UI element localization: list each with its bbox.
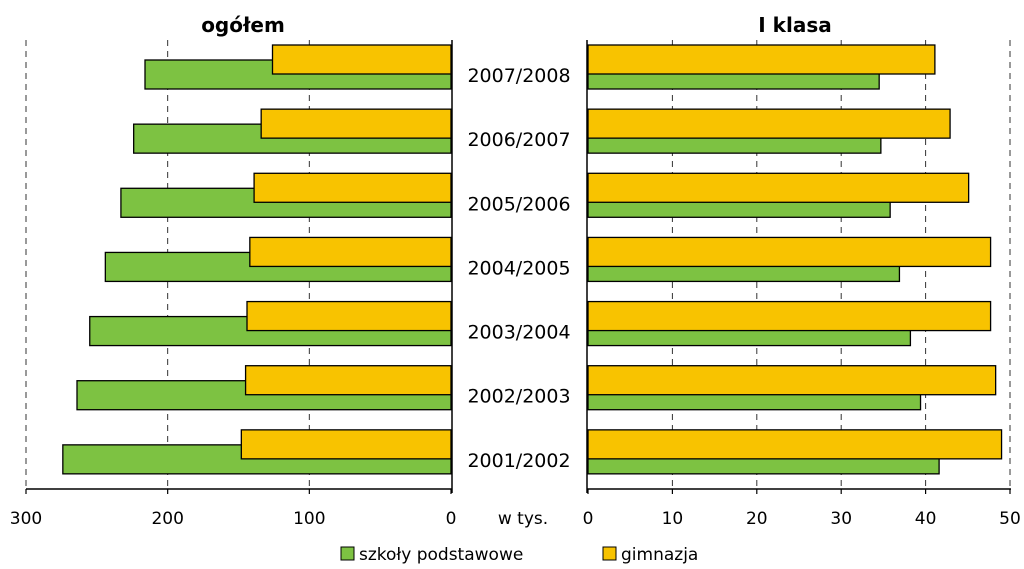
tick-label: 300 bbox=[10, 509, 42, 529]
category-label: 2004/2005 bbox=[467, 257, 570, 279]
legend-label-gimnazja: gimnazja bbox=[621, 545, 698, 565]
tick-label: 30 bbox=[830, 509, 852, 529]
bar-gimnazja-right bbox=[587, 44, 936, 75]
bar-gimnazja-right bbox=[587, 108, 951, 139]
tick-label: 20 bbox=[746, 509, 768, 529]
bar-gimnazja-right bbox=[587, 429, 1003, 460]
chart-title-right: I klasa bbox=[758, 13, 831, 37]
category-label: 2006/2007 bbox=[467, 129, 570, 151]
tick-label: 10 bbox=[662, 509, 684, 529]
bar-gimnazja-left bbox=[253, 172, 452, 203]
category-label: 2003/2004 bbox=[467, 322, 570, 344]
category-label: 2002/2003 bbox=[467, 386, 570, 408]
bar-gimnazja-left bbox=[244, 365, 452, 396]
unit-label: w tys. bbox=[498, 509, 548, 529]
tick-label: 50 bbox=[999, 509, 1021, 529]
bar-gimnazja-left bbox=[246, 300, 452, 332]
tick-label: 40 bbox=[915, 509, 937, 529]
tick-label: 0 bbox=[583, 509, 594, 529]
legend-label-primary: szkoły podstawowe bbox=[359, 545, 523, 565]
bar-gimnazja-left bbox=[249, 236, 452, 268]
tick-label: 0 bbox=[446, 509, 457, 529]
tick-label: 100 bbox=[293, 509, 325, 529]
tick-label: 200 bbox=[151, 509, 183, 529]
category-label: 2005/2006 bbox=[467, 193, 570, 215]
bar-gimnazja-left bbox=[271, 44, 452, 75]
bar-gimnazja-right bbox=[587, 236, 992, 268]
category-label: 2007/2008 bbox=[467, 65, 570, 87]
bar-gimnazja-left bbox=[240, 429, 452, 460]
legend-swatch-primary bbox=[340, 546, 355, 561]
bar-gimnazja-right bbox=[587, 300, 992, 332]
bar-gimnazja-right bbox=[587, 365, 997, 396]
chart-title-left: ogółem bbox=[201, 13, 285, 37]
bar-gimnazja-right bbox=[587, 172, 970, 203]
bar-gimnazja-left bbox=[260, 108, 452, 139]
category-label: 2001/2002 bbox=[467, 450, 570, 472]
legend-swatch-gimnazja bbox=[602, 546, 617, 561]
